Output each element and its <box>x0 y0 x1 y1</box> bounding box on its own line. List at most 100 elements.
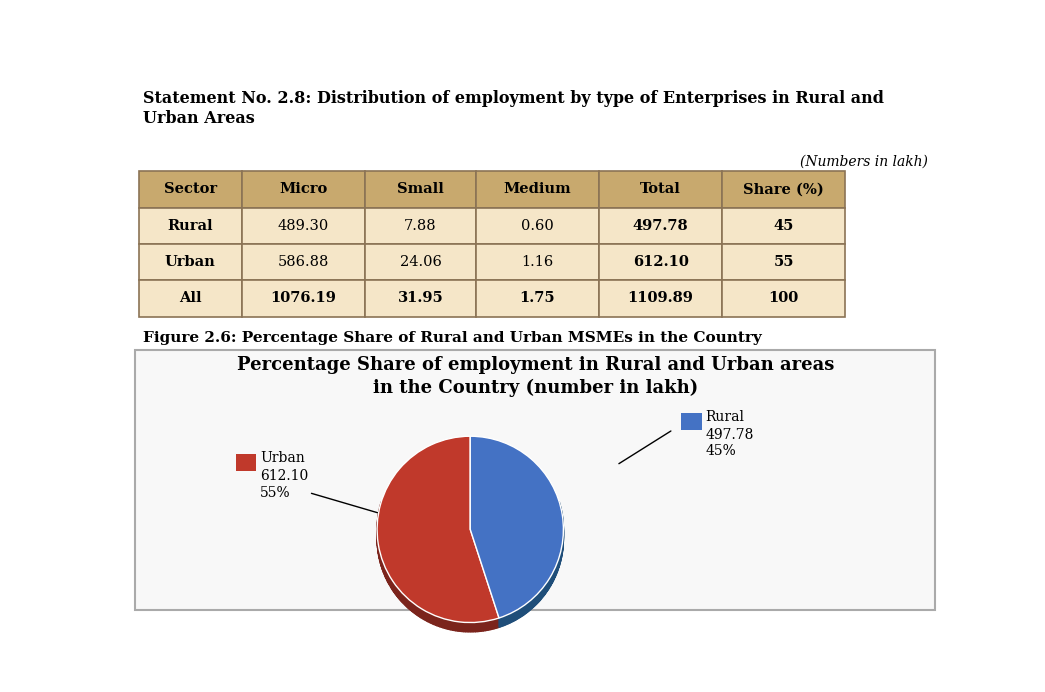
Text: 45%: 45% <box>705 444 737 459</box>
Text: 497.78: 497.78 <box>633 219 689 233</box>
Polygon shape <box>508 614 509 624</box>
Polygon shape <box>432 614 433 624</box>
Polygon shape <box>452 621 455 630</box>
Polygon shape <box>512 612 514 621</box>
Polygon shape <box>490 620 491 630</box>
Polygon shape <box>520 607 521 617</box>
Polygon shape <box>425 611 426 621</box>
Polygon shape <box>404 596 405 606</box>
Polygon shape <box>402 593 403 604</box>
Polygon shape <box>517 609 518 619</box>
Text: 45: 45 <box>773 219 794 233</box>
Polygon shape <box>411 601 412 611</box>
Polygon shape <box>458 621 459 631</box>
Bar <box>599 280 722 316</box>
Text: 0.60: 0.60 <box>521 219 554 233</box>
Polygon shape <box>405 597 408 607</box>
Polygon shape <box>401 592 402 603</box>
Polygon shape <box>485 621 487 630</box>
Text: Small: Small <box>397 183 444 197</box>
Polygon shape <box>475 622 477 632</box>
Bar <box>681 413 701 430</box>
Polygon shape <box>473 622 475 632</box>
Polygon shape <box>479 622 480 632</box>
Text: 612.10: 612.10 <box>632 255 689 269</box>
Polygon shape <box>494 619 496 628</box>
Polygon shape <box>434 615 436 625</box>
Text: 489.30: 489.30 <box>278 219 329 233</box>
Polygon shape <box>422 610 424 619</box>
Polygon shape <box>518 608 519 619</box>
Text: 1076.19: 1076.19 <box>271 291 336 305</box>
Polygon shape <box>504 616 505 626</box>
Polygon shape <box>488 621 490 630</box>
Polygon shape <box>470 623 472 632</box>
Polygon shape <box>483 621 485 631</box>
Bar <box>722 208 845 244</box>
Text: Medium: Medium <box>504 183 572 197</box>
Polygon shape <box>400 591 401 601</box>
Polygon shape <box>446 619 448 629</box>
Bar <box>365 280 477 316</box>
Polygon shape <box>465 622 467 632</box>
Polygon shape <box>502 617 503 626</box>
Polygon shape <box>472 623 473 632</box>
Bar <box>599 244 722 280</box>
Polygon shape <box>403 594 404 605</box>
Text: Rural: Rural <box>167 219 213 233</box>
Bar <box>477 208 599 244</box>
Polygon shape <box>459 622 461 631</box>
Polygon shape <box>501 617 502 627</box>
Wedge shape <box>377 436 500 623</box>
Bar <box>139 280 241 316</box>
Polygon shape <box>412 602 413 612</box>
Polygon shape <box>462 622 464 632</box>
Bar <box>477 171 599 208</box>
Polygon shape <box>428 612 429 623</box>
Bar <box>722 280 845 316</box>
Polygon shape <box>439 617 440 627</box>
Bar <box>365 244 477 280</box>
Polygon shape <box>418 607 420 617</box>
Polygon shape <box>445 619 446 629</box>
Polygon shape <box>467 623 469 632</box>
Polygon shape <box>408 598 409 608</box>
Text: 1.75: 1.75 <box>519 291 555 305</box>
Text: 1109.89: 1109.89 <box>628 291 694 305</box>
Polygon shape <box>413 603 415 613</box>
Polygon shape <box>436 616 437 626</box>
Text: 24.06: 24.06 <box>399 255 441 269</box>
Polygon shape <box>442 618 443 628</box>
Text: 586.88: 586.88 <box>278 255 329 269</box>
Bar <box>241 208 365 244</box>
Polygon shape <box>416 605 417 615</box>
Polygon shape <box>469 623 470 632</box>
Polygon shape <box>420 608 421 618</box>
Polygon shape <box>500 617 501 627</box>
Polygon shape <box>464 622 465 632</box>
Polygon shape <box>433 614 434 625</box>
Text: All: All <box>179 291 202 305</box>
Polygon shape <box>511 612 512 622</box>
Polygon shape <box>409 599 410 610</box>
Text: 497.78: 497.78 <box>705 428 754 442</box>
Bar <box>722 171 845 208</box>
Polygon shape <box>487 621 488 630</box>
Polygon shape <box>521 606 522 617</box>
Bar <box>365 208 477 244</box>
Bar <box>139 171 241 208</box>
Text: 7.88: 7.88 <box>404 219 437 233</box>
Polygon shape <box>503 616 504 626</box>
Text: 55: 55 <box>773 255 794 269</box>
Text: 55%: 55% <box>260 486 291 500</box>
Bar <box>599 171 722 208</box>
Text: 100: 100 <box>768 291 798 305</box>
Polygon shape <box>437 617 439 626</box>
Bar <box>477 244 599 280</box>
Bar <box>599 208 722 244</box>
Text: Rural: Rural <box>705 410 745 424</box>
Polygon shape <box>424 610 425 620</box>
Text: Micro: Micro <box>279 183 327 197</box>
Polygon shape <box>443 619 445 628</box>
Polygon shape <box>461 622 462 632</box>
